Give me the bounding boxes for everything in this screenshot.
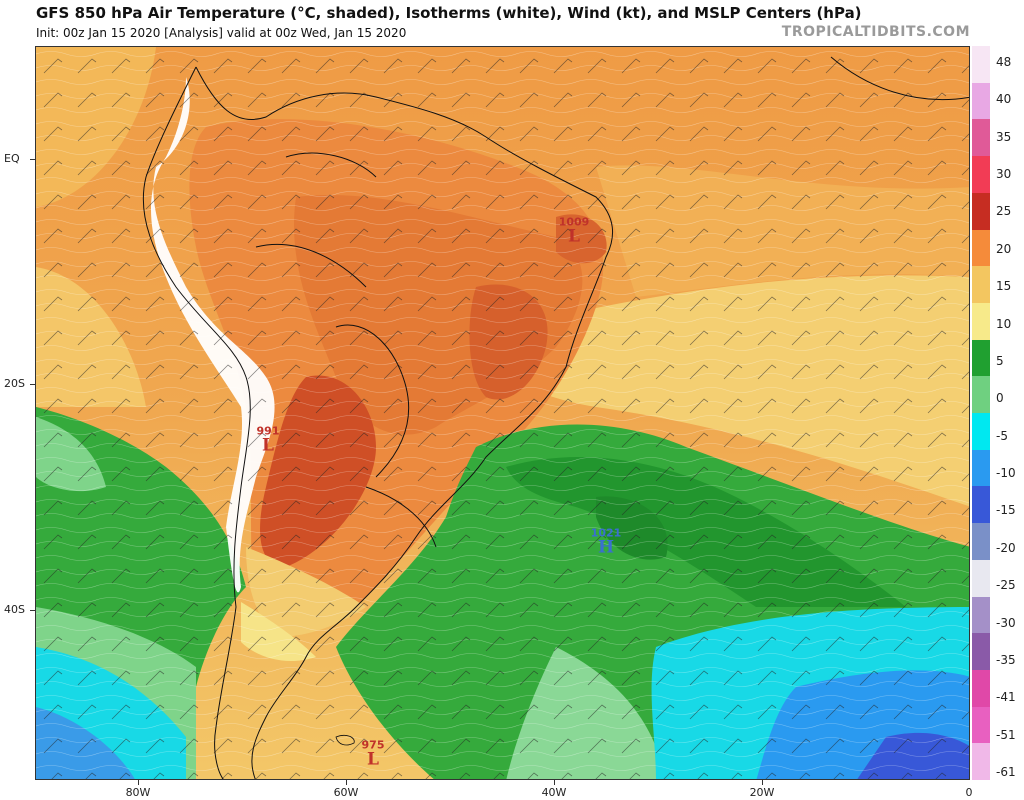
lon-tick (138, 780, 139, 785)
colorbar-segment (972, 669, 990, 708)
colorbar-segment (972, 376, 990, 414)
pressure-value: 975 (361, 738, 385, 752)
pressure-symbol: L (367, 749, 379, 770)
colorbar-segment (972, 302, 990, 341)
temperature-map[interactable]: 1009 L 991 L 1021 H 975 L (35, 46, 970, 780)
colorbar-label: 20 (996, 241, 1012, 256)
colorbar-segment (972, 229, 990, 267)
colorbar-label: -30 (996, 615, 1016, 630)
colorbar-segment (972, 339, 990, 377)
lon-label-0: 0 (965, 786, 973, 799)
colorbar-segment (972, 82, 990, 120)
colorbar-label: -25 (996, 578, 1016, 593)
colorbar-label: -35 (996, 652, 1016, 667)
colorbar-segment (972, 413, 990, 451)
lon-label-60w: 60W (333, 786, 359, 799)
lat-tick (30, 384, 35, 385)
lon-tick (762, 780, 763, 785)
colorbar-label: 15 (996, 279, 1012, 294)
colorbar-label: -61 (996, 765, 1016, 779)
colorbar-label: -41 (996, 690, 1016, 705)
colorbar-segment (972, 156, 990, 194)
colorbar-segment (972, 523, 990, 561)
low-pressure-center: 975 L (361, 738, 385, 770)
colorbar-label: 10 (996, 316, 1012, 331)
source-brand: TROPICALTIDBITS.COM (781, 24, 970, 40)
lon-label-80w: 80W (125, 786, 151, 799)
colorbar-label: -15 (996, 503, 1016, 518)
coastline (142, 56, 969, 779)
colorbar-segment (972, 449, 990, 487)
low-pressure-center: 991 L (256, 424, 280, 456)
colorbar-segment (972, 596, 990, 634)
lon-label-40w: 40W (541, 786, 567, 799)
map-canvas (36, 47, 969, 779)
colorbar-segment (972, 706, 990, 744)
pressure-value: 1009 (558, 215, 590, 229)
lat-tick (30, 610, 35, 611)
pressure-symbol: H (597, 537, 615, 558)
high-pressure-center: 1021 H (590, 526, 622, 558)
chart-subtitle: Init: 00z Jan 15 2020 [Analysis] valid a… (36, 26, 407, 40)
pressure-symbol: L (568, 226, 580, 247)
lat-label-eq: EQ (4, 152, 20, 165)
colorbar-label: 35 (996, 129, 1012, 144)
pressure-value: 1021 (590, 526, 622, 540)
colorbar-label: 40 (996, 92, 1012, 107)
lon-tick (346, 780, 347, 785)
lon-tick (554, 780, 555, 785)
colorbar-label: -5 (996, 428, 1008, 443)
lon-label-20w: 20W (749, 786, 775, 799)
colorbar-segment (972, 192, 990, 230)
colorbar-segment (972, 633, 990, 671)
chart-title: GFS 850 hPa Air Temperature (°C, shaded)… (36, 4, 862, 22)
colorbar-label: -51 (996, 727, 1016, 742)
lat-label-40s: 40S (4, 603, 25, 616)
low-pressure-center: 1009 L (558, 215, 590, 247)
lat-label-20s: 20S (4, 377, 25, 390)
pressure-value: 991 (256, 424, 280, 438)
colorbar-label: 48 (996, 55, 1012, 69)
colorbar-segment (972, 266, 990, 304)
colorbar-label: 30 (996, 167, 1012, 182)
colorbar-segment (972, 486, 990, 524)
temperature-colorbar (972, 46, 990, 781)
colorbar-segment (972, 119, 990, 157)
lat-tick (30, 159, 35, 160)
pressure-symbol: L (262, 435, 274, 456)
colorbar-label: -20 (996, 540, 1016, 555)
colorbar-segment (972, 559, 990, 597)
colorbar-label: -10 (996, 466, 1016, 481)
colorbar-segment (972, 46, 990, 84)
colorbar-label: 0 (996, 391, 1004, 406)
colorbar-segment (972, 743, 990, 781)
colorbar-label: 5 (996, 353, 1004, 368)
colorbar-label: 25 (996, 204, 1012, 219)
